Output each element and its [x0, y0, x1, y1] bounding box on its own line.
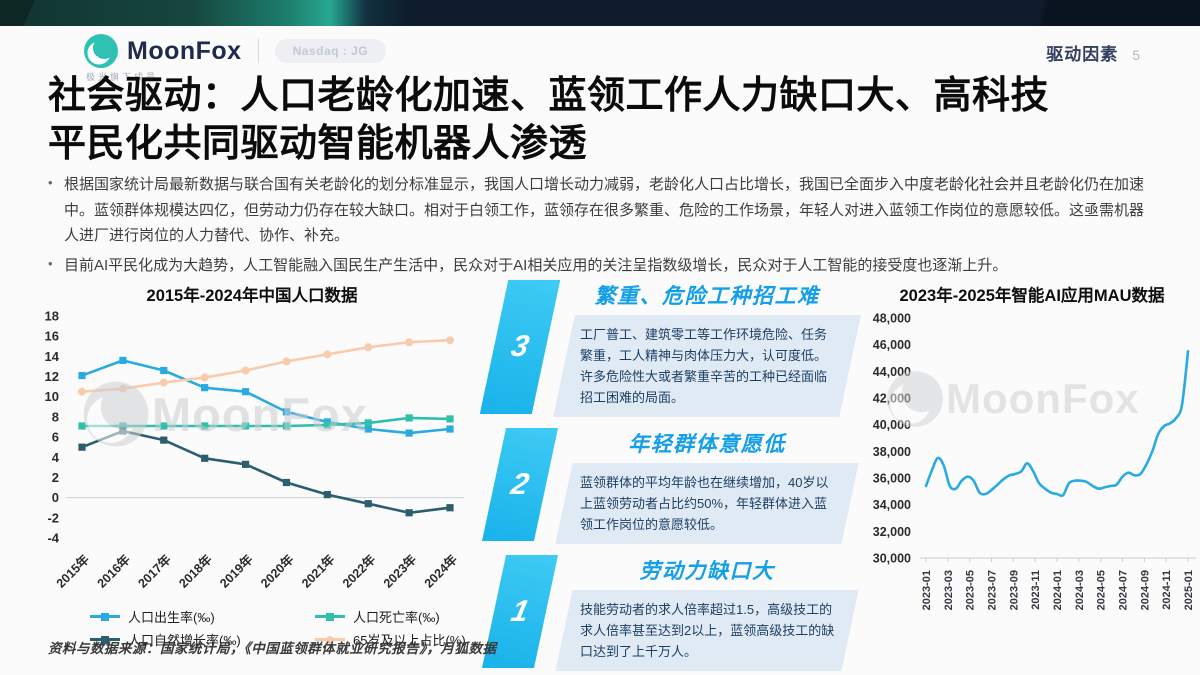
legend-label: 人口出生率(‰) — [128, 610, 215, 625]
top-corner-shape — [0, 0, 46, 26]
header-divider — [257, 39, 259, 63]
mau-chart-panel: 2023年-2025年智能AI应用MAU数据 48,000 46,000 44,00… — [862, 280, 1200, 675]
population-chart-legend: 人口出生率(‰) 人口死亡率(‰) 人口自然增长率(‰) 65岁及以上占比(%) — [90, 607, 476, 649]
svg-text:4: 4 — [52, 450, 60, 465]
driver-block-3: 3 繁重、危险工种招工难 工厂普工、建筑零工等工作环境危险、任务繁重，工人精神与… — [479, 280, 850, 417]
svg-text:2018年: 2018年 — [176, 551, 215, 590]
svg-text:38,000: 38,000 — [873, 445, 911, 459]
svg-text:48,000: 48,000 — [873, 312, 911, 326]
svg-text:12: 12 — [45, 369, 59, 384]
svg-text:2024-11: 2024-11 — [1161, 570, 1173, 610]
svg-text:44,000: 44,000 — [873, 365, 911, 379]
svg-text:2019年: 2019年 — [217, 551, 256, 590]
legend-label: 人口死亡率(‰) — [353, 610, 440, 625]
svg-text:2024-03: 2024-03 — [1074, 570, 1086, 610]
legend-item: 人口出生率(‰) — [90, 607, 315, 626]
svg-text:2: 2 — [52, 470, 59, 485]
brand-tagline: 极光旗下成员 — [86, 72, 159, 82]
svg-text:0: 0 — [52, 490, 59, 505]
slide-title: 社会驱动：人口老龄化加速、蓝领工作人力缺口大、高科技平民化共同驱动智能机器人渗透 — [48, 75, 1050, 166]
driver-number-badge: 3 — [479, 280, 561, 415]
page-number: 5 — [1132, 47, 1140, 63]
driver-heading: 劳动力缺口大 — [639, 560, 775, 584]
driver-body-text: 工厂普工、建筑零工等工作环境危险、任务繁重，工人精神与肉体压力大，认可度低。许多… — [580, 327, 828, 406]
driver-block-1: 1 劳动力缺口大 技能劳动者的求人倍率超过1.5，高级技工的求人倍率甚至达到2以… — [481, 555, 850, 671]
legend-label: 65岁及以上占比(%) — [353, 633, 466, 648]
legend-item: 65岁及以上占比(%) — [315, 630, 476, 649]
svg-text:30,000: 30,000 — [873, 552, 911, 566]
mau-line-chart: 48,000 46,000 44,000 42,000 40,000 38,000 36,0… — [873, 312, 1196, 610]
svg-text:16: 16 — [45, 329, 59, 344]
svg-text:2023-05: 2023-05 — [965, 570, 977, 610]
moonfox-logo-icon — [84, 34, 118, 68]
source-note: 资料与数据来源：国家统计局，《中国蓝领群体就业研究报告》，月狐数据 — [48, 641, 497, 656]
main-content: 2015年-2024年中国人口数据 18 16 14 12 10 8 6 4 2 0 -2 -4 201… — [28, 280, 1196, 675]
svg-text:2017年: 2017年 — [135, 551, 174, 590]
svg-text:-4: -4 — [47, 531, 59, 546]
svg-text:2023-11: 2023-11 — [1030, 570, 1042, 610]
driver-blocks: 3 繁重、危险工种招工难 工厂普工、建筑零工等工作环境危险、任务繁重，工人精神与… — [479, 280, 850, 675]
svg-text:2023年: 2023年 — [380, 551, 419, 590]
driver-body-text: 技能劳动者的求人倍率超过1.5，高级技工的求人倍率甚至达到2以上，蓝领高级技工的… — [580, 602, 835, 660]
population-chart-panel: 2015年-2024年中国人口数据 18 16 14 12 10 8 6 4 2 0 -2 -4 201… — [28, 280, 476, 675]
driver-body: 蓝领群体的平均年龄也在继续增加，40岁以上蓝领劳动者占比约50%，年轻群体进入蓝… — [564, 463, 850, 544]
svg-text:6: 6 — [52, 430, 59, 445]
section-group: 驱动因素 5 — [1046, 40, 1140, 65]
svg-text:2023-03: 2023-03 — [943, 570, 955, 610]
logo-group: MoonFox 极光旗下成员 Nasdaq : JG — [84, 34, 387, 82]
legend-item: 人口自然增长率(‰) — [90, 630, 315, 649]
mau-chart-title: 2023年-2025年智能AI应用MAU数据 — [899, 287, 1165, 305]
driver-number-badge: 2 — [481, 428, 559, 542]
svg-text:-2: -2 — [47, 510, 59, 525]
driver-body: 工厂普工、建筑零工等工作环境危险、任务繁重，工人精神与肉体压力大，认可度低。许多… — [564, 315, 850, 417]
svg-text:2024年: 2024年 — [421, 551, 460, 590]
svg-text:2021年: 2021年 — [298, 551, 337, 590]
svg-text:10: 10 — [45, 389, 59, 404]
driver-body-text: 蓝领群体的平均年龄也在继续增加，40岁以上蓝领劳动者占比约50%，年轻群体进入蓝… — [580, 475, 829, 533]
svg-text:42,000: 42,000 — [873, 392, 911, 406]
svg-text:2024-07: 2024-07 — [1118, 570, 1130, 610]
top-decoration-bar — [0, 0, 1200, 26]
header: MoonFox 极光旗下成员 Nasdaq : JG 驱动因素 5 — [84, 34, 1140, 82]
svg-text:2023-07: 2023-07 — [987, 570, 999, 610]
svg-text:32,000: 32,000 — [873, 525, 911, 539]
bullet-item: 根据国家统计局最新数据与联合国有关老龄化的划分标准显示，我国人口增长动力减弱，老… — [48, 172, 1154, 249]
svg-text:40,000: 40,000 — [873, 418, 911, 432]
brand-name: MoonFox — [127, 36, 242, 65]
driver-heading: 繁重、危险工种招工难 — [594, 285, 820, 308]
svg-text:14: 14 — [45, 349, 60, 364]
driver-block-2: 2 年轻群体意愿低 蓝领群体的平均年龄也在继续增加，40岁以上蓝领劳动者占比约5… — [481, 428, 850, 544]
svg-text:2025-01: 2025-01 — [1183, 570, 1195, 610]
svg-text:2015年: 2015年 — [53, 551, 92, 590]
bullet-list: 根据国家统计局最新数据与联合国有关老龄化的划分标准显示，我国人口增长动力减弱，老… — [48, 172, 1154, 282]
legend-item: 人口死亡率(‰) — [315, 607, 476, 626]
svg-text:2023-01: 2023-01 — [921, 570, 933, 610]
svg-text:2020年: 2020年 — [257, 551, 296, 590]
driver-heading: 年轻群体意愿低 — [628, 433, 786, 457]
svg-text:36,000: 36,000 — [873, 472, 911, 486]
driver-body: 技能劳动者的求人倍率超过1.5，高级技工的求人倍率甚至达到2以上，蓝领高级技工的… — [564, 590, 850, 671]
population-chart-title: 2015年-2024年中国人口数据 — [146, 287, 358, 305]
svg-text:8: 8 — [52, 409, 59, 424]
svg-text:2016年: 2016年 — [94, 551, 133, 590]
svg-text:2022年: 2022年 — [339, 551, 378, 590]
svg-text:34,000: 34,000 — [873, 498, 911, 512]
svg-text:2023-09: 2023-09 — [1008, 570, 1020, 610]
bullet-item: 目前AI平民化成为大趋势，人工智能融入国民生产生活中，民众对于AI相关应用的关注… — [48, 253, 1154, 279]
svg-text:18: 18 — [45, 309, 59, 324]
svg-text:2024-05: 2024-05 — [1096, 570, 1108, 610]
section-label: 驱动因素 — [1046, 45, 1119, 64]
legend-label: 人口自然增长率(‰) — [128, 633, 241, 648]
svg-text:2024-09: 2024-09 — [1139, 570, 1151, 610]
svg-text:2024-01: 2024-01 — [1052, 570, 1064, 610]
svg-text:46,000: 46,000 — [873, 338, 911, 352]
nasdaq-badge: Nasdaq : JG — [274, 39, 387, 63]
